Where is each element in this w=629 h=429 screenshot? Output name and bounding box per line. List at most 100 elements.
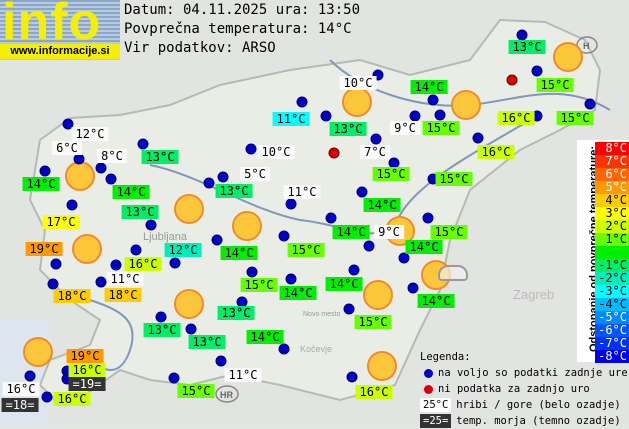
scale-step: -4°C <box>595 298 629 311</box>
station-dot[interactable] <box>346 371 358 383</box>
station-dot[interactable] <box>130 244 142 256</box>
station-dot[interactable] <box>137 138 149 150</box>
date-time: Datum: 04.11.2025 ura: 13:50 <box>124 2 361 18</box>
station-temperature: =19= <box>68 377 106 391</box>
sun-icon <box>174 194 204 224</box>
station-dot[interactable] <box>217 171 229 183</box>
logo-word: info <box>2 0 102 51</box>
sun-icon <box>174 289 204 319</box>
station-dot[interactable] <box>66 199 78 211</box>
sun-icon <box>342 87 372 117</box>
station-temperature: 14°C <box>410 80 448 94</box>
station-dot[interactable] <box>422 212 434 224</box>
station-dot[interactable] <box>434 109 446 121</box>
station-dot[interactable] <box>110 259 122 271</box>
sun-icon <box>72 234 102 264</box>
station-temperature: 13°C <box>143 323 181 337</box>
scale-step: -5°C <box>595 311 629 324</box>
station-dot[interactable] <box>356 186 368 198</box>
station-dot[interactable] <box>398 252 410 264</box>
station-dot[interactable] <box>215 355 227 367</box>
station-temperature: 9°C <box>374 225 404 239</box>
station-dot[interactable] <box>584 98 596 110</box>
station-dot[interactable] <box>105 173 117 185</box>
station-dot[interactable] <box>531 65 543 77</box>
station-dot[interactable] <box>95 162 107 174</box>
station-temperature: 14°C <box>112 185 150 199</box>
station-temperature: 11°C <box>224 368 262 382</box>
station-dot[interactable] <box>203 177 215 189</box>
scale-step: -6°C <box>595 324 629 337</box>
station-temperature: 14°C <box>22 177 60 191</box>
station-dot[interactable] <box>472 132 484 144</box>
legend-blue: na voljo so podatki zadnje ure <box>438 367 628 379</box>
station-temperature: 17°C <box>42 215 80 229</box>
station-dot[interactable] <box>39 165 51 177</box>
station-temperature: 14°C <box>325 277 363 291</box>
station-temperature: 14°C <box>405 240 443 254</box>
city-label-novo-mesto: Novo mesto <box>303 311 340 318</box>
station-dot[interactable] <box>296 96 308 108</box>
average-temperature: Povprečna temperatura: 14°C <box>124 21 352 37</box>
station-dot[interactable] <box>62 118 74 130</box>
station-dot[interactable] <box>427 94 439 106</box>
scale-step: -7°C <box>595 337 629 350</box>
station-dot[interactable] <box>168 372 180 384</box>
legend-red: ni podatka za zadnjo uro <box>438 383 590 395</box>
station-dot[interactable] <box>278 343 290 355</box>
station-temperature: 15°C <box>435 172 473 186</box>
scale-step: 2°C <box>595 220 629 233</box>
station-dot[interactable] <box>95 276 107 288</box>
station-dot[interactable] <box>169 257 181 269</box>
station-dot[interactable] <box>245 143 257 155</box>
station-dot[interactable] <box>50 258 62 270</box>
station-dot[interactable] <box>372 69 384 81</box>
sun-icon <box>363 280 393 310</box>
station-temperature: 11°C <box>272 112 310 126</box>
station-dot[interactable] <box>278 230 290 242</box>
station-dot[interactable] <box>343 303 355 315</box>
station-temperature: 10°C <box>339 76 377 90</box>
station-dot[interactable] <box>155 311 167 323</box>
station-dot[interactable] <box>285 198 297 210</box>
station-dot[interactable] <box>320 110 332 122</box>
station-dot[interactable] <box>73 153 85 165</box>
station-temperature: 16°C <box>53 392 91 406</box>
cloud-icon <box>438 265 468 281</box>
station-dot[interactable] <box>185 323 197 335</box>
station-dot-no-data[interactable] <box>328 147 340 159</box>
station-temperature: 16°C <box>2 382 40 396</box>
station-dot[interactable] <box>145 219 157 231</box>
station-temperature: 14°C <box>220 246 258 260</box>
station-dot[interactable] <box>409 110 421 122</box>
station-dot[interactable] <box>407 282 419 294</box>
deviation-scale: Odstopanje od povprečne temperature: 8°C… <box>577 140 629 363</box>
red-dot-icon <box>424 384 433 394</box>
station-dot[interactable] <box>285 273 297 285</box>
station-dot[interactable] <box>363 240 375 252</box>
station-temperature: 18°C <box>104 288 142 302</box>
station-temperature: 11°C <box>106 272 144 286</box>
station-temperature: 19°C <box>25 242 63 256</box>
station-temperature: 15°C <box>556 111 594 125</box>
station-dot[interactable] <box>41 391 53 403</box>
station-dot[interactable] <box>246 266 258 278</box>
station-dot[interactable] <box>348 264 360 276</box>
station-dot[interactable] <box>370 133 382 145</box>
station-temperature: 14°C <box>363 198 401 212</box>
station-dot[interactable] <box>211 234 223 246</box>
logo-url[interactable]: www.informacije.si <box>0 44 120 59</box>
station-dot[interactable] <box>47 278 59 290</box>
station-temperature: 16°C <box>497 111 535 125</box>
station-dot-no-data[interactable] <box>506 74 518 86</box>
station-dot[interactable] <box>325 212 337 224</box>
station-dot[interactable] <box>516 29 528 41</box>
station-temperature: 15°C <box>372 167 410 181</box>
station-dot[interactable] <box>24 370 36 382</box>
city-label-zagreb: Zagreb <box>513 287 554 302</box>
legend-sea: temp. morja (temno ozadje) <box>456 415 621 427</box>
station-temperature: 15°C <box>354 315 392 329</box>
country-marker-h: H <box>583 41 590 51</box>
station-temperature: 12°C <box>71 127 109 141</box>
logo[interactable]: info www.informacije.si <box>0 0 120 60</box>
